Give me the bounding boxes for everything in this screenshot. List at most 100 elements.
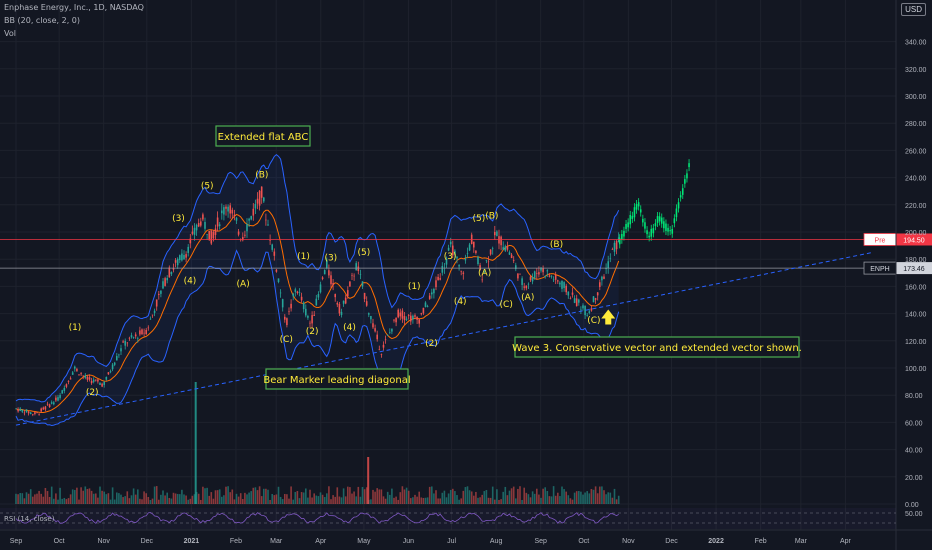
candle-body bbox=[55, 397, 57, 401]
volume-bar bbox=[515, 498, 517, 504]
volume-bar bbox=[384, 498, 387, 504]
wave-label: (A) bbox=[237, 279, 250, 289]
candle-body bbox=[158, 293, 160, 295]
time-tick-label: Feb bbox=[230, 538, 242, 545]
candle-body bbox=[412, 315, 414, 320]
candle-body bbox=[407, 315, 410, 316]
candle-body bbox=[40, 408, 42, 412]
volume-bar bbox=[197, 493, 200, 504]
candle-body bbox=[65, 384, 68, 387]
bollinger-bands bbox=[15, 153, 620, 427]
volume-bar bbox=[103, 491, 105, 504]
volume-bar bbox=[23, 498, 26, 504]
volume-bar bbox=[378, 489, 381, 504]
candle-body bbox=[27, 411, 30, 414]
wave-label: (2) bbox=[425, 339, 438, 349]
volume-bar bbox=[410, 498, 412, 504]
volume-bar bbox=[582, 494, 584, 504]
candle-body bbox=[294, 289, 297, 292]
wave-label: (B) bbox=[550, 240, 563, 250]
volume-indicator-label[interactable]: Vol bbox=[4, 29, 16, 38]
volume-bar bbox=[464, 487, 467, 504]
candle-body bbox=[147, 327, 150, 329]
candle-body bbox=[92, 379, 95, 382]
candle-body bbox=[120, 348, 122, 352]
candle-body bbox=[277, 278, 280, 283]
candle-body bbox=[460, 270, 462, 272]
volume-bar bbox=[449, 489, 452, 504]
volume-bar bbox=[504, 486, 507, 504]
candle-body bbox=[527, 283, 530, 285]
volume-bar bbox=[202, 486, 204, 504]
volume-bar bbox=[223, 495, 225, 504]
wave-label: (3) bbox=[172, 214, 185, 224]
volume-bar bbox=[113, 499, 116, 504]
time-axis[interactable]: Sep Oct Nov Dec 2021 Feb Mar Apr May Jun Jul Aug Sep… bbox=[0, 529, 932, 545]
candle-body bbox=[149, 318, 152, 320]
time-tick-label: Nov bbox=[622, 538, 635, 545]
candle-body bbox=[546, 270, 549, 272]
wave-label: (1) bbox=[297, 252, 310, 262]
candle-body bbox=[594, 298, 597, 300]
volume-bar bbox=[298, 498, 301, 504]
candle-body bbox=[452, 245, 454, 256]
volume-bar bbox=[162, 490, 164, 504]
volume-bar bbox=[351, 493, 353, 504]
candle-body bbox=[361, 281, 364, 287]
candle-body bbox=[445, 258, 448, 265]
volume-bar bbox=[424, 497, 427, 504]
volume-bar bbox=[401, 486, 404, 504]
candle-body bbox=[599, 282, 601, 287]
candle-body bbox=[548, 275, 551, 277]
volume-bar bbox=[466, 486, 469, 504]
projection-candle bbox=[631, 215, 634, 219]
candle-body bbox=[437, 276, 439, 281]
candle-body bbox=[101, 383, 103, 387]
candle-body bbox=[204, 222, 206, 229]
volume-bar bbox=[317, 496, 320, 504]
volume-bar bbox=[252, 487, 255, 504]
volume-bar bbox=[101, 490, 103, 504]
volume-bar bbox=[342, 488, 345, 504]
volume-bar bbox=[542, 488, 544, 504]
projection-candle bbox=[642, 218, 644, 223]
candle-body bbox=[71, 372, 74, 375]
volume-bar bbox=[412, 497, 414, 504]
candle-body bbox=[435, 280, 437, 288]
volume-bar bbox=[42, 496, 45, 504]
candle-body bbox=[23, 412, 26, 414]
candle-body bbox=[487, 261, 490, 263]
volume-bar bbox=[208, 495, 210, 504]
candle-body bbox=[355, 263, 357, 271]
rsi-pane: RSI (14, close) 50.00 bbox=[0, 508, 923, 529]
candle-body bbox=[596, 292, 599, 296]
candle-body bbox=[164, 278, 166, 286]
volume-bar bbox=[227, 486, 229, 504]
candle-body bbox=[69, 378, 72, 380]
candle-body bbox=[397, 309, 399, 318]
bb-indicator-label[interactable]: BB (20, close, 2, 0) bbox=[4, 16, 80, 25]
price-tick-label: 100.00 bbox=[905, 366, 927, 373]
price-axis[interactable]: 340.00 320.00 300.00 280.00 260.00 240.00 220.… bbox=[895, 0, 927, 550]
volume-bar bbox=[296, 491, 299, 504]
projection-candle bbox=[688, 163, 690, 168]
volume-bar bbox=[389, 494, 391, 504]
projection-candle bbox=[686, 173, 688, 179]
up-arrow-icon bbox=[601, 309, 616, 325]
candle-body bbox=[168, 267, 171, 278]
candle-body bbox=[88, 377, 91, 380]
candle-body bbox=[300, 296, 303, 301]
annotation-box bbox=[215, 125, 311, 147]
projection-candle bbox=[660, 217, 663, 224]
currency-button[interactable]: USD bbox=[901, 3, 926, 16]
projection-candle bbox=[663, 221, 665, 229]
volume-bar bbox=[248, 492, 250, 504]
volume-bar bbox=[250, 491, 252, 504]
volume-bar bbox=[580, 491, 582, 504]
candle-body bbox=[221, 210, 223, 214]
bb-lower bbox=[15, 249, 620, 427]
candle-body bbox=[32, 414, 34, 415]
wave-label: (A) bbox=[521, 293, 534, 303]
volume-bar bbox=[172, 492, 175, 504]
